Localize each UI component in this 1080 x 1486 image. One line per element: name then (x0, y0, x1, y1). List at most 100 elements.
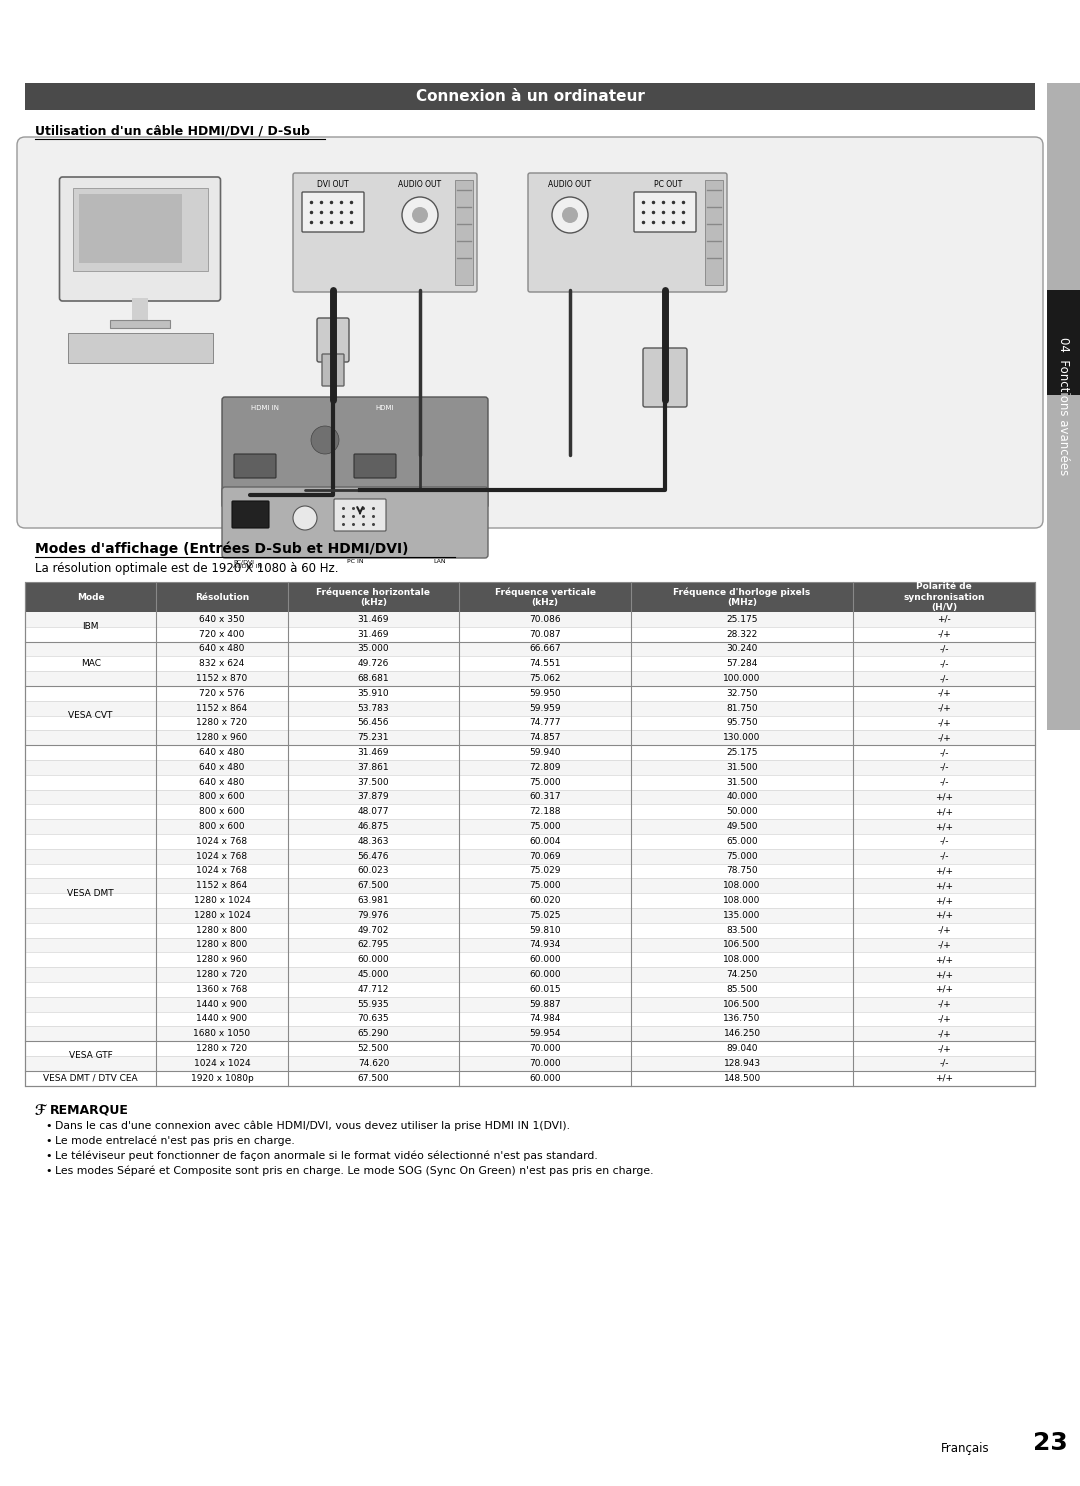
Text: 1280 x 960: 1280 x 960 (197, 733, 247, 743)
Text: 1024 x 768: 1024 x 768 (197, 851, 247, 860)
Text: 72.188: 72.188 (529, 807, 561, 816)
Text: 25.175: 25.175 (727, 615, 758, 624)
Text: 1360 x 768: 1360 x 768 (197, 985, 247, 994)
Text: 85.500: 85.500 (726, 985, 758, 994)
Text: 59.940: 59.940 (529, 747, 561, 756)
Text: 48.077: 48.077 (357, 807, 389, 816)
Text: 25.175: 25.175 (727, 747, 758, 756)
Text: 1280 x 720: 1280 x 720 (197, 719, 247, 728)
Text: Fréquence verticale
(kHz): Fréquence verticale (kHz) (495, 587, 596, 606)
Bar (25, 687, 1035, 701)
Bar (25, 804, 1035, 819)
Text: 74.551: 74.551 (529, 660, 561, 669)
Text: 59.959: 59.959 (529, 704, 561, 713)
Bar (25, 953, 1035, 967)
Text: 32.750: 32.750 (727, 690, 758, 698)
Text: 1920 x 1080p: 1920 x 1080p (190, 1074, 254, 1083)
Text: 65.290: 65.290 (357, 1030, 389, 1039)
Circle shape (411, 207, 428, 223)
Text: 75.062: 75.062 (529, 675, 561, 684)
Text: 148.500: 148.500 (724, 1074, 760, 1083)
Text: 35.910: 35.910 (357, 690, 389, 698)
Circle shape (562, 207, 578, 223)
Bar (25, 834, 1035, 849)
Bar (25, 583, 1035, 1086)
Text: AUDIO OUT: AUDIO OUT (399, 180, 442, 189)
Text: -/+: -/+ (937, 1045, 951, 1054)
Text: La résolution optimale est de 1920 X 1080 à 60 Hz.: La résolution optimale est de 1920 X 108… (35, 562, 338, 575)
Text: 640 x 350: 640 x 350 (199, 615, 245, 624)
Text: LAN: LAN (434, 559, 446, 565)
Text: -/-: -/- (940, 837, 949, 846)
Text: +/+: +/+ (935, 866, 954, 875)
Text: 59.954: 59.954 (529, 1030, 561, 1039)
Text: -/+: -/+ (937, 941, 951, 950)
Text: 60.000: 60.000 (357, 955, 389, 964)
Text: 78.750: 78.750 (726, 866, 758, 875)
Text: 1280 x 1024: 1280 x 1024 (193, 896, 251, 905)
Text: 74.620: 74.620 (357, 1060, 389, 1068)
Text: +/+: +/+ (935, 970, 954, 979)
Text: 136.750: 136.750 (724, 1015, 760, 1024)
Text: 30.240: 30.240 (727, 645, 758, 654)
Text: 40.000: 40.000 (727, 792, 758, 801)
Bar (25, 923, 1035, 938)
Text: 60.000: 60.000 (529, 1074, 561, 1083)
Text: 37.500: 37.500 (357, 777, 389, 786)
Text: DVI OUT: DVI OUT (318, 180, 349, 189)
Bar (705, 180, 723, 285)
Text: 31.500: 31.500 (726, 777, 758, 786)
Text: VESA DMT: VESA DMT (67, 889, 114, 898)
Text: 108.000: 108.000 (724, 881, 760, 890)
Text: 800 x 600: 800 x 600 (199, 822, 245, 831)
Bar (67, 333, 213, 363)
Text: 35.000: 35.000 (357, 645, 389, 654)
Text: 800 x 600: 800 x 600 (199, 792, 245, 801)
Text: 1440 x 900: 1440 x 900 (197, 1000, 247, 1009)
Text: 60.000: 60.000 (529, 955, 561, 964)
Text: -/-: -/- (940, 660, 949, 669)
Text: 1280 x 960: 1280 x 960 (197, 955, 247, 964)
Text: PC/DVI
AUDIO IN: PC/DVI AUDIO IN (233, 559, 262, 569)
Text: 1280 x 720: 1280 x 720 (197, 1045, 247, 1054)
FancyBboxPatch shape (334, 499, 386, 531)
Bar (72, 189, 207, 270)
Text: -/+: -/+ (937, 630, 951, 639)
Text: -/-: -/- (940, 1060, 949, 1068)
Text: •: • (45, 1120, 52, 1131)
Text: Mode: Mode (77, 593, 105, 602)
Bar (25, 657, 1035, 672)
Text: 47.712: 47.712 (357, 985, 389, 994)
Text: 49.500: 49.500 (727, 822, 758, 831)
Bar (25, 863, 1035, 878)
Text: 108.000: 108.000 (724, 896, 760, 905)
Bar (25, 612, 1035, 627)
Text: Le téléviseur peut fonctionner de façon anormale si le format vidéo sélectionné : Le téléviseur peut fonctionner de façon … (55, 1150, 597, 1161)
Text: 108.000: 108.000 (724, 955, 760, 964)
Bar (110, 319, 170, 328)
Text: +/-: +/- (937, 615, 951, 624)
Circle shape (293, 507, 318, 531)
Text: MAC: MAC (81, 660, 100, 669)
Text: Polarité de
synchronisation
(H/V): Polarité de synchronisation (H/V) (903, 583, 985, 612)
Text: -/+: -/+ (937, 1000, 951, 1009)
FancyBboxPatch shape (59, 177, 220, 302)
Text: 63.981: 63.981 (357, 896, 389, 905)
Bar (25, 938, 1035, 953)
Text: PC IN: PC IN (347, 559, 363, 565)
FancyBboxPatch shape (322, 354, 345, 386)
Text: 75.000: 75.000 (529, 822, 561, 831)
Text: -/-: -/- (940, 675, 949, 684)
Text: 31.469: 31.469 (357, 630, 389, 639)
Text: 75.000: 75.000 (529, 777, 561, 786)
Text: -/+: -/+ (937, 719, 951, 728)
Bar (25, 627, 1035, 642)
Text: 49.726: 49.726 (357, 660, 389, 669)
Text: 720 x 400: 720 x 400 (200, 630, 245, 639)
Text: 62.795: 62.795 (357, 941, 389, 950)
Text: 60.000: 60.000 (529, 970, 561, 979)
Text: -/-: -/- (940, 777, 949, 786)
Text: Fréquence d'horloge pixels
(MHz): Fréquence d'horloge pixels (MHz) (674, 587, 811, 606)
Text: •: • (45, 1165, 52, 1175)
Text: Les modes Séparé et Composite sont pris en charge. Le mode SOG (Sync On Green) n: Les modes Séparé et Composite sont pris … (55, 1165, 653, 1175)
